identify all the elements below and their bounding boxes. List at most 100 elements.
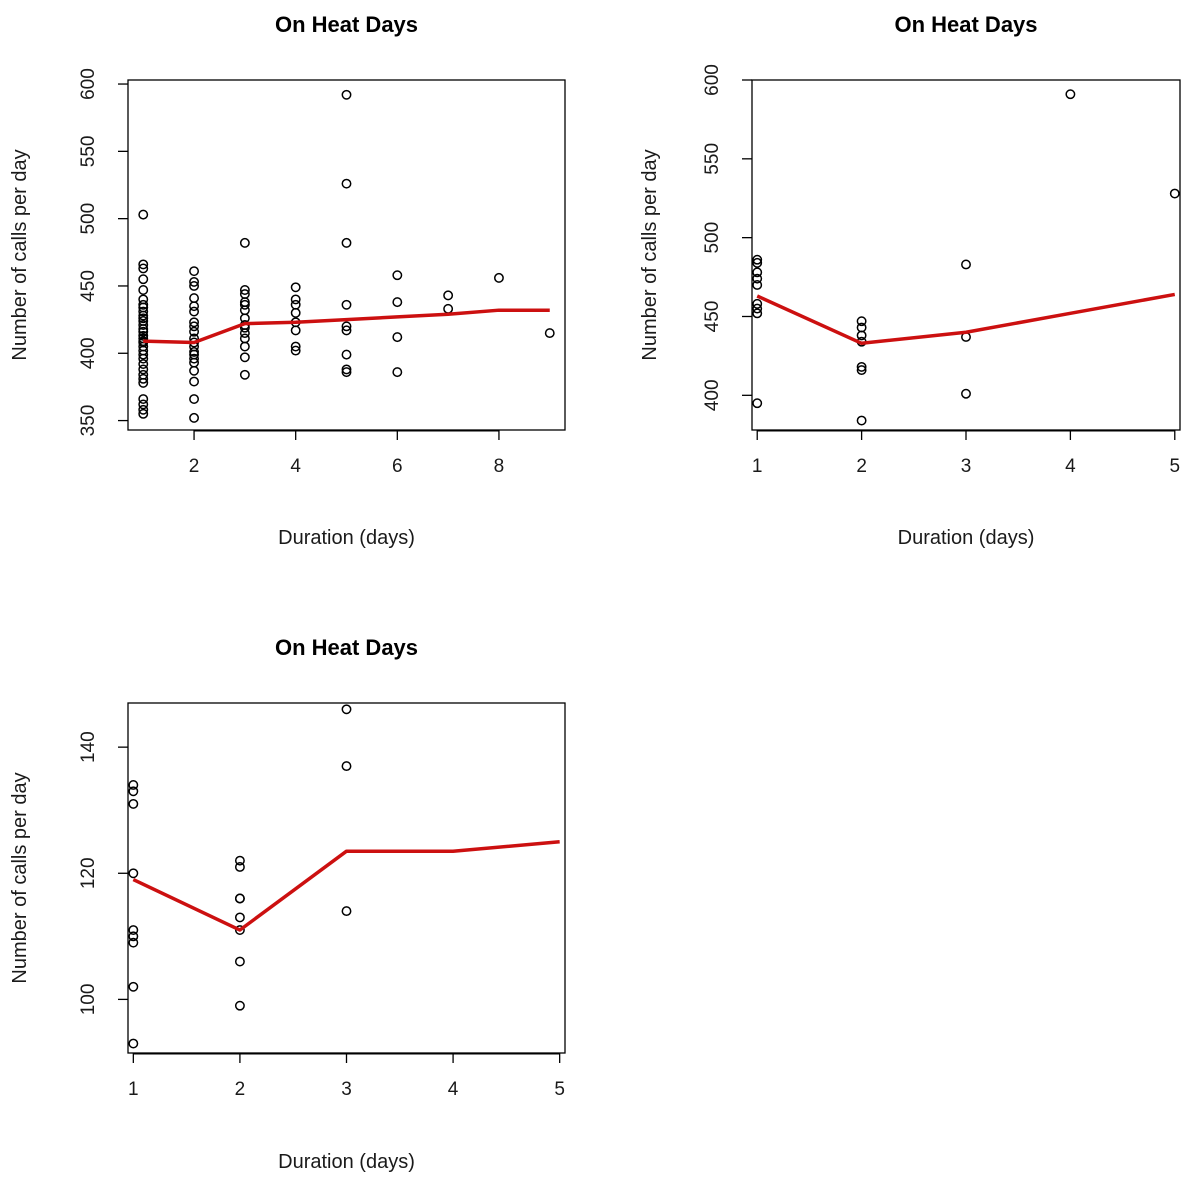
x-tick-label: 8 xyxy=(494,456,505,477)
data-point xyxy=(138,306,149,317)
data-point xyxy=(752,303,763,314)
data-point xyxy=(239,341,250,352)
x-tick-label: 2 xyxy=(856,456,867,477)
data-point xyxy=(856,365,867,376)
data-point xyxy=(752,308,763,319)
data-point xyxy=(128,931,139,942)
data-point xyxy=(239,333,250,344)
data-point xyxy=(752,254,763,265)
x-tick-label: 3 xyxy=(341,1079,352,1100)
x-axis-label: Duration (days) xyxy=(278,527,415,549)
y-tick-label: 550 xyxy=(78,135,99,167)
data-point xyxy=(189,306,200,317)
data-point xyxy=(128,925,139,935)
data-point xyxy=(1065,89,1076,100)
chart-title: On Heat Days xyxy=(275,12,418,37)
data-point xyxy=(138,294,149,305)
data-point xyxy=(961,388,971,399)
y-tick-label: 140 xyxy=(78,731,99,763)
data-point xyxy=(138,404,149,415)
data-point xyxy=(234,855,245,866)
data-point xyxy=(856,415,867,426)
data-point xyxy=(128,868,139,879)
x-tick-label: 3 xyxy=(961,456,972,477)
y-tick-label: 400 xyxy=(702,379,723,411)
data-point xyxy=(189,321,200,332)
plot-frame xyxy=(127,702,566,1054)
data-point xyxy=(234,925,245,935)
data-point xyxy=(128,1038,139,1049)
data-point xyxy=(138,299,149,310)
data-point xyxy=(341,325,352,336)
data-point xyxy=(138,394,149,404)
data-point xyxy=(189,365,200,376)
data-point xyxy=(752,267,763,278)
y-tick-label: 500 xyxy=(78,203,99,235)
x-tick-label: 1 xyxy=(128,1079,139,1100)
y-axis-label: Number of calls per day xyxy=(9,149,31,360)
x-tick-label: 1 xyxy=(752,456,763,477)
data-point xyxy=(189,281,200,291)
data-point xyxy=(341,364,352,375)
y-tick-label: 120 xyxy=(78,857,99,889)
x-axis-label: Duration (days) xyxy=(278,1151,415,1173)
data-point xyxy=(443,303,454,314)
y-tick-label: 500 xyxy=(702,222,723,254)
chart-panel-3: On Heat Days 1 2 3 4 5 100 120 140 Duration (days… xyxy=(9,635,566,1173)
data-point xyxy=(493,272,504,283)
data-point xyxy=(138,320,149,330)
x-tick-label: 2 xyxy=(235,1079,246,1100)
data-point xyxy=(138,330,149,341)
data-point xyxy=(189,376,200,387)
chart-title: On Heat Days xyxy=(894,12,1037,37)
data-point xyxy=(189,317,200,328)
data-point xyxy=(138,364,149,375)
data-point xyxy=(128,786,139,797)
x-axis-label: Duration (days) xyxy=(898,527,1035,549)
data-point xyxy=(128,981,139,992)
data-point xyxy=(234,1000,245,1011)
data-point xyxy=(138,373,149,384)
data-point xyxy=(392,270,403,281)
data-point xyxy=(138,263,149,274)
data-point xyxy=(392,332,403,343)
data-point xyxy=(189,326,200,337)
data-point xyxy=(128,780,139,790)
data-point xyxy=(239,285,250,295)
chart-panel-2: On Heat Days 1 2 3 4 5 400 450 500 550 600 Duration… xyxy=(639,12,1181,549)
data-point xyxy=(138,285,149,295)
data-point xyxy=(239,299,250,310)
data-point xyxy=(128,798,139,809)
data-point xyxy=(752,398,763,409)
data-point xyxy=(138,259,149,270)
data-point xyxy=(239,369,250,380)
data-point xyxy=(138,408,149,419)
data-point xyxy=(290,299,301,310)
data-point xyxy=(341,89,352,100)
data-point xyxy=(189,276,200,287)
data-marks xyxy=(128,704,560,1049)
data-point xyxy=(239,237,250,248)
y-axis-label: Number of calls per day xyxy=(9,772,31,983)
data-point xyxy=(189,301,200,312)
data-point xyxy=(752,298,763,309)
data-point xyxy=(341,178,352,189)
data-point xyxy=(544,328,555,339)
data-point xyxy=(138,316,149,326)
data-point xyxy=(341,704,352,715)
data-point xyxy=(128,937,139,948)
x-tick-label: 4 xyxy=(1065,456,1076,477)
data-point xyxy=(239,352,250,363)
data-point xyxy=(290,345,301,356)
y-tick-label: 450 xyxy=(702,301,723,333)
data-point xyxy=(290,294,301,305)
data-point xyxy=(341,761,352,772)
data-point xyxy=(138,359,149,369)
data-point xyxy=(392,297,403,308)
data-point xyxy=(341,906,352,917)
data-marks xyxy=(138,89,555,423)
chart-panel-1: On Heat Days 2 4 6 8 350 400 450 500 550 600 Durati… xyxy=(9,12,566,549)
x-tick-label: 5 xyxy=(1169,456,1180,477)
data-point xyxy=(138,209,149,220)
